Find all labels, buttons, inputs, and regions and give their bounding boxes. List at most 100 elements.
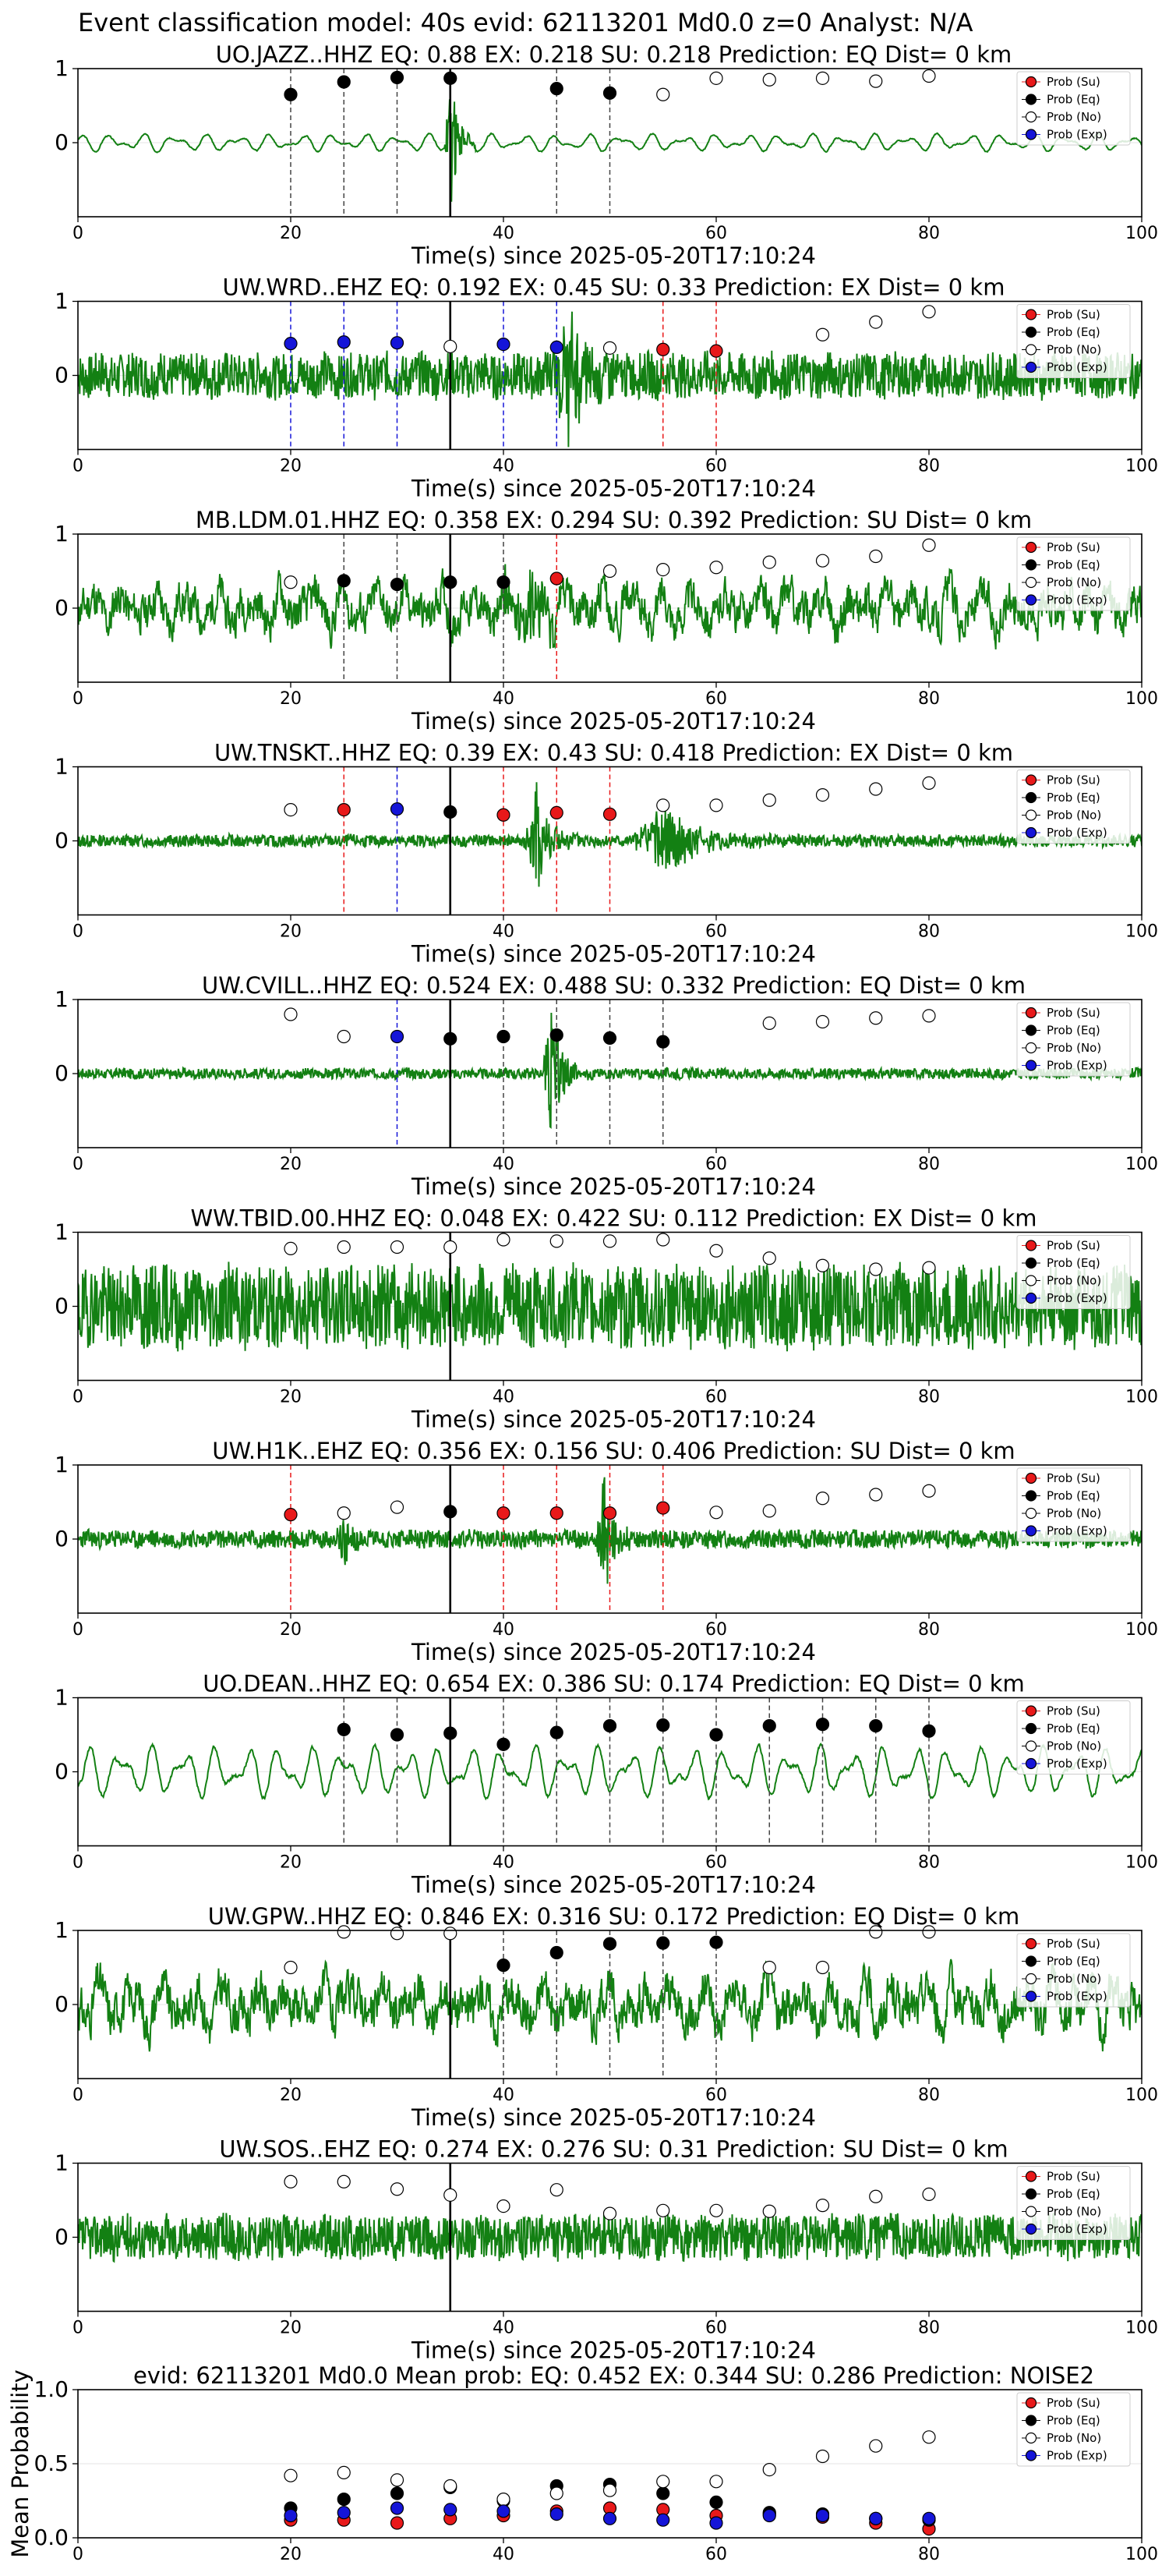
station-panel-4-xlabel: Time(s) since 2025-05-20T17:10:24	[411, 941, 816, 968]
station-panel-3-ytick-label: 0	[55, 595, 69, 621]
mean-panel-point-no	[709, 2475, 723, 2489]
station-panel-9-legend-marker-no	[1025, 1973, 1037, 1985]
mean-panel-point-exp	[656, 2513, 670, 2527]
station-panel-4-marker-exp	[390, 802, 404, 816]
mean-panel-point-exp	[337, 2506, 351, 2520]
station-panel-3-legend-label-exp: Prob (Exp)	[1047, 593, 1107, 607]
station-panel-10-ytick-label: 1	[55, 2150, 69, 2176]
station-panel-4-xtick-label: 40	[493, 922, 514, 942]
station-panel-6-legend-label-eq: Prob (Eq)	[1047, 1256, 1100, 1270]
station-panel-7-xtick-label: 100	[1125, 1620, 1158, 1640]
station-panel-7-marker-no	[709, 1506, 723, 1520]
station-panel-7-xtick-label: 80	[918, 1620, 940, 1640]
station-panel-9-xtick-label: 0	[72, 2086, 83, 2105]
station-panel-2-ytick-label: 0	[55, 363, 69, 388]
station-panel-10-title: UW.SOS..EHZ EQ: 0.274 EX: 0.276 SU: 0.31…	[219, 2136, 1008, 2163]
station-panel-2: UW.WRD..EHZ EQ: 0.192 EX: 0.45 SU: 0.33 …	[55, 274, 1158, 502]
station-panel-2-marker-exp	[496, 338, 510, 352]
station-panel-4-legend-marker-exp	[1025, 826, 1037, 839]
station-panel-1-marker-no	[815, 71, 830, 85]
station-panel-3-marker-no	[922, 538, 936, 552]
station-panel-8-legend-box	[1016, 1700, 1131, 1775]
station-panel-6: WW.TBID.00.HHZ EQ: 0.048 EX: 0.422 SU: 0…	[55, 1205, 1158, 1433]
station-panel-10-legend-label-su: Prob (Su)	[1047, 2170, 1100, 2184]
station-panel-7-xtick-label: 20	[280, 1620, 302, 1640]
mean-panel-point-eq	[709, 2495, 723, 2509]
station-panel-3-legend-label-eq: Prob (Eq)	[1047, 558, 1100, 572]
station-panel-6-marker-no	[656, 1233, 670, 1247]
station-panel-7-marker-eq	[443, 1505, 457, 1519]
mean-panel-point-no	[390, 2473, 404, 2487]
station-panel-4-marker-no	[762, 793, 776, 807]
station-panel-6-waveform	[78, 1261, 1142, 1352]
station-panel-10-legend-marker-no	[1025, 2206, 1037, 2217]
mean-panel-ytick-label: 0.5	[34, 2450, 69, 2476]
mean-panel-point-exp	[602, 2511, 617, 2525]
station-panel-8-marker-eq	[815, 1718, 830, 1732]
station-panel-6-marker-no	[284, 1241, 298, 1256]
station-panel-7-marker-su	[656, 1501, 670, 1515]
station-panel-8-legend-marker-no	[1025, 1740, 1037, 1752]
station-panel-2-legend-label-eq: Prob (Eq)	[1047, 325, 1100, 339]
station-panel-8-ytick-label: 0	[55, 1759, 69, 1785]
station-panel-10-marker-no	[390, 2182, 404, 2196]
station-panel-10-legend-marker-su	[1025, 2171, 1037, 2182]
station-panel-9-marker-no	[390, 1927, 404, 1941]
station-panel-9-marker-eq	[549, 1945, 563, 1960]
station-panel-5-xtick-label: 0	[72, 1155, 83, 1174]
station-panel-2-legend-label-su: Prob (Su)	[1047, 308, 1100, 322]
station-panel-3-legend-label-no: Prob (No)	[1047, 575, 1101, 589]
station-panel-4: UW.TNSKT..HHZ EQ: 0.39 EX: 0.43 SU: 0.41…	[55, 740, 1158, 968]
station-panel-5: UW.CVILL..HHZ EQ: 0.524 EX: 0.488 SU: 0.…	[55, 972, 1158, 1200]
station-panel-2-marker-no	[602, 341, 617, 355]
station-panel-1-marker-no	[869, 74, 883, 88]
station-panel-9-marker-no	[443, 1927, 457, 1941]
station-panel-1-title: UO.JAZZ..HHZ EQ: 0.88 EX: 0.218 SU: 0.21…	[216, 41, 1012, 68]
mean-panel-title: evid: 62113201 Md0.0 Mean prob: EQ: 0.45…	[133, 2362, 1094, 2389]
station-panel-9-marker-no	[815, 1960, 830, 1975]
station-panel-6-legend-marker-no	[1025, 1275, 1037, 1286]
station-panel-5-ytick-label: 0	[55, 1060, 69, 1086]
station-panel-8-legend-marker-eq	[1025, 1722, 1037, 1735]
mean-panel-point-exp	[709, 2516, 723, 2530]
mean-panel-point-exp	[390, 2501, 404, 2515]
station-panel-10: UW.SOS..EHZ EQ: 0.274 EX: 0.276 SU: 0.31…	[55, 2136, 1158, 2364]
station-panel-8-ytick-label: 1	[55, 1685, 69, 1711]
mean-panel-legend-marker-no	[1025, 2432, 1037, 2444]
station-panel-7-marker-no	[762, 1504, 776, 1518]
station-panel-8-xtick-label: 60	[705, 1853, 727, 1873]
station-panel-7-marker-no	[869, 1488, 883, 1502]
station-panel-10-marker-no	[869, 2189, 883, 2203]
station-panel-3-legend-marker-exp	[1025, 594, 1037, 606]
station-panel-5-title: UW.CVILL..HHZ EQ: 0.524 EX: 0.488 SU: 0.…	[202, 972, 1026, 999]
station-panel-6-marker-no	[922, 1261, 936, 1275]
station-panel-5-marker-eq	[496, 1029, 510, 1044]
station-panel-1-legend-label-su: Prob (Su)	[1047, 75, 1100, 89]
mean-panel-point-eq	[390, 2486, 404, 2500]
station-panel-2-marker-no	[443, 339, 457, 354]
station-panel-9-marker-eq	[656, 1936, 670, 1950]
station-panel-7-legend-label-su: Prob (Su)	[1047, 1471, 1100, 1485]
station-panel-9-legend-marker-eq	[1025, 1955, 1037, 1967]
station-panel-5-marker-eq	[656, 1035, 670, 1049]
station-panel-10-legend-marker-exp	[1025, 2223, 1037, 2235]
station-panel-1-legend-label-eq: Prob (Eq)	[1047, 93, 1100, 107]
station-panel-9-legend-label-su: Prob (Su)	[1047, 1937, 1100, 1951]
mean-panel-ytick-label: 0.0	[34, 2525, 69, 2550]
station-panel-4-xtick-label: 60	[705, 922, 727, 942]
station-panel-1-legend: Prob (Su) Prob (Eq) Prob (No) Prob (Exp)	[1016, 71, 1131, 146]
station-panel-9-marker-no	[922, 1925, 936, 1939]
station-panel-6-legend-marker-su	[1025, 1240, 1037, 1251]
station-panel-8-marker-eq	[869, 1719, 883, 1733]
station-panel-2-marker-no	[869, 315, 883, 329]
station-panel-4-marker-su	[337, 802, 351, 817]
station-panel-5-marker-no	[815, 1014, 830, 1029]
station-panel-2-marker-exp	[284, 337, 298, 351]
station-panel-3-marker-eq	[390, 577, 404, 592]
mean-panel-point-eq	[656, 2486, 670, 2500]
station-panel-7-xlabel: Time(s) since 2025-05-20T17:10:24	[411, 1639, 816, 1665]
station-panel-2-legend-box	[1016, 304, 1131, 378]
station-panel-9-marker-eq	[602, 1937, 617, 1951]
station-panel-7-legend-label-exp: Prob (Exp)	[1047, 1524, 1107, 1538]
station-panel-2-marker-su	[709, 344, 723, 358]
